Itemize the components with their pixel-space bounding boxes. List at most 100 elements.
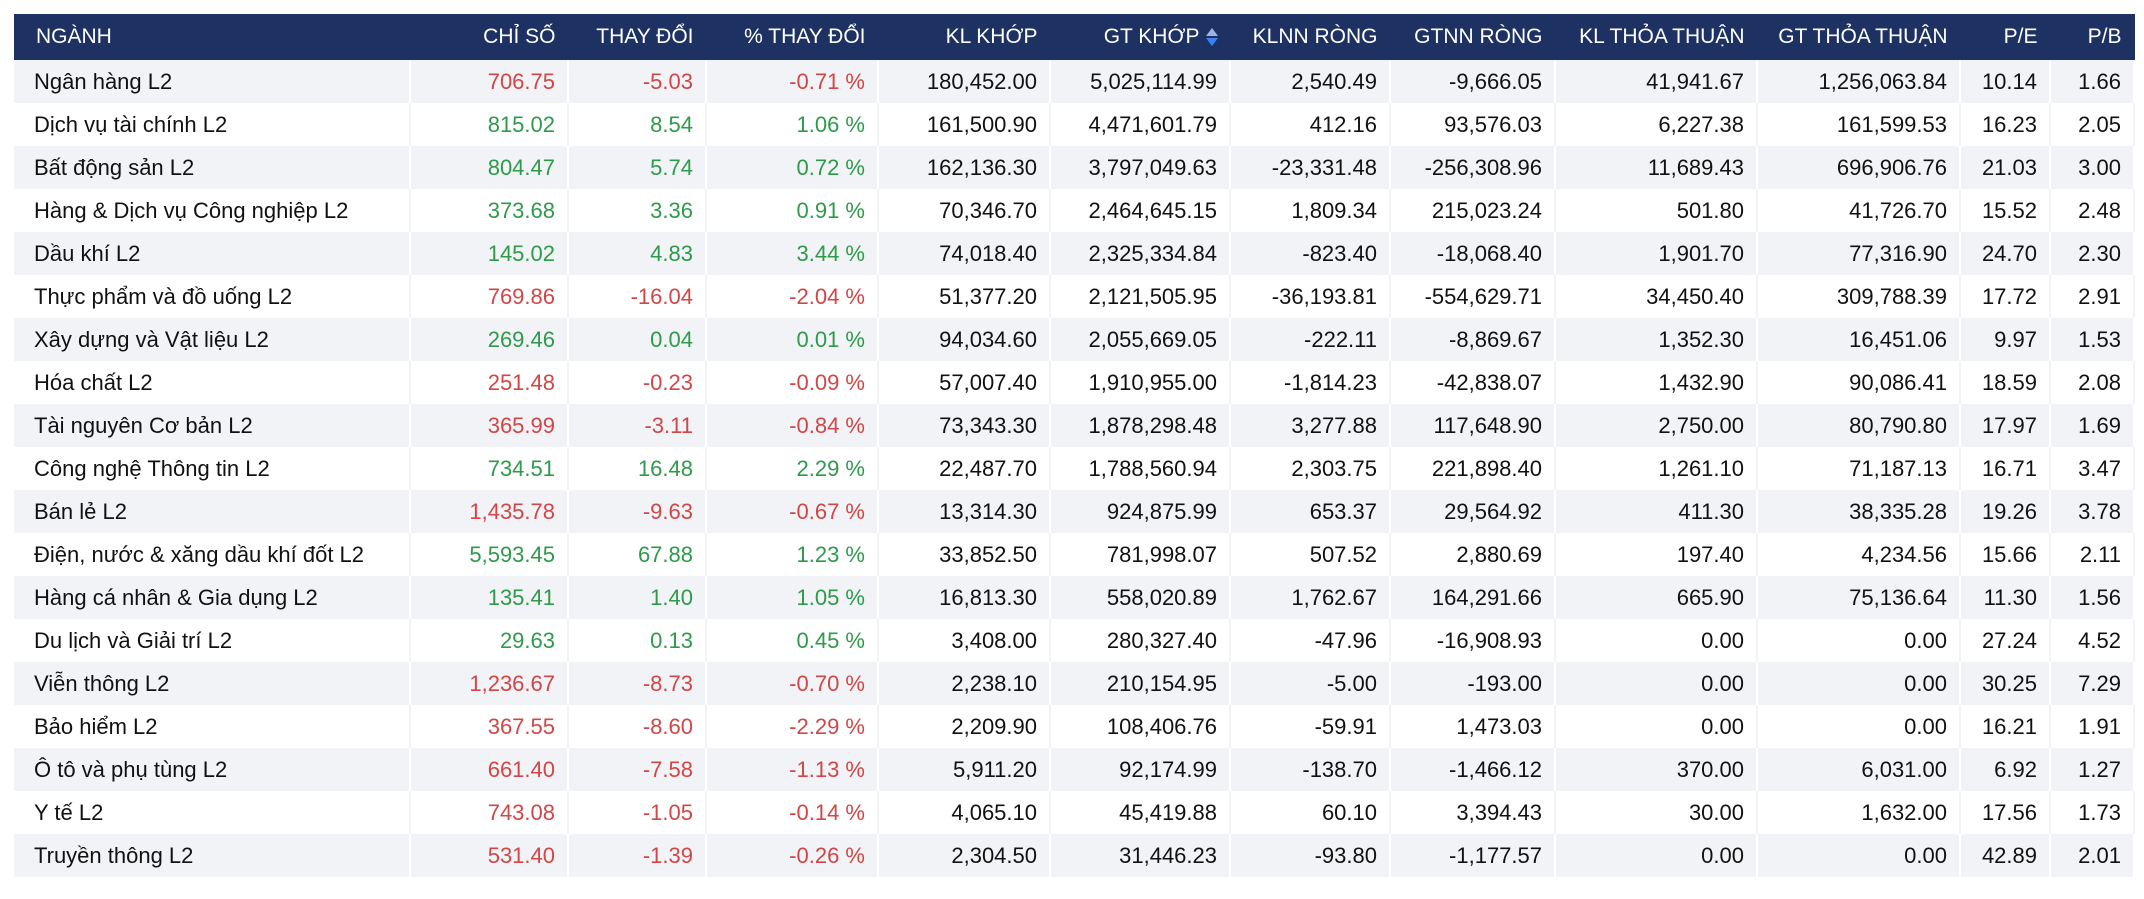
cell-gt-khop: 781,998.07 xyxy=(1050,533,1231,576)
header-chi-so[interactable]: CHỈ SỐ xyxy=(410,14,569,60)
cell-gtnn-rong: -1,177.57 xyxy=(1390,834,1556,877)
cell-pe: 15.66 xyxy=(1960,533,2051,576)
cell-kl-khop: 161,500.90 xyxy=(878,103,1051,146)
cell-kl-thoa-thuan: 501.80 xyxy=(1555,189,1758,232)
cell-nganh[interactable]: Xây dựng và Vật liệu L2 xyxy=(14,318,411,361)
table-row[interactable]: Hóa chất L2 251.48 -0.23 -0.09 % 57,007.40 1,… xyxy=(14,361,2135,404)
cell-kl-khop: 57,007.40 xyxy=(878,361,1051,404)
cell-kl-thoa-thuan: 34,450.40 xyxy=(1555,275,1758,318)
table-row[interactable]: Công nghệ Thông tin L2 734.51 16.48 2.29 % 2… xyxy=(14,447,2135,490)
cell-gtnn-rong: 93,576.03 xyxy=(1390,103,1556,146)
table-row[interactable]: Bán lẻ L2 1,435.78 -9.63 -0.67 % 13,314.30 92… xyxy=(14,490,2135,533)
header-nganh[interactable]: NGÀNH xyxy=(14,14,411,60)
table-row[interactable]: Hàng cá nhân & Gia dụng L2 135.41 1.40 1.05… xyxy=(14,576,2135,619)
cell-gtnn-rong: 2,880.69 xyxy=(1390,533,1556,576)
cell-gt-khop: 280,327.40 xyxy=(1050,619,1231,662)
cell-gt-khop: 2,464,645.15 xyxy=(1050,189,1231,232)
table-row[interactable]: Y tế L2 743.08 -1.05 -0.14 % 4,065.10 45,419.… xyxy=(14,791,2135,834)
cell-nganh[interactable]: Thực phẩm và đồ uống L2 xyxy=(14,275,411,318)
header-pct-thay-doi[interactable]: % THAY ĐỔI xyxy=(706,14,879,60)
header-row: NGÀNH CHỈ SỐ THAY ĐỔI % THAY ĐỔI KL KHỚP… xyxy=(14,14,2135,60)
cell-gt-thoa-thuan: 38,335.28 xyxy=(1757,490,1961,533)
sort-icon[interactable] xyxy=(1205,27,1218,47)
cell-nganh[interactable]: Hàng cá nhân & Gia dụng L2 xyxy=(14,576,411,619)
header-gt-thoa-thuan[interactable]: GT THỎA THUẬN xyxy=(1757,14,1961,60)
cell-pe: 30.25 xyxy=(1960,662,2051,705)
cell-nganh[interactable]: Dịch vụ tài chính L2 xyxy=(14,103,411,146)
cell-kl-thoa-thuan: 0.00 xyxy=(1555,662,1758,705)
table-row[interactable]: Truyền thông L2 531.40 -1.39 -0.26 % 2,304.5… xyxy=(14,834,2135,877)
table-row[interactable]: Bất động sản L2 804.47 5.74 0.72 % 162,136.3… xyxy=(14,146,2135,189)
cell-pb: 2.11 xyxy=(2050,533,2135,576)
cell-nganh[interactable]: Hàng & Dịch vụ Công nghiệp L2 xyxy=(14,189,411,232)
cell-thay-doi: -5.03 xyxy=(568,60,707,103)
table-row[interactable]: Du lịch và Giải trí L2 29.63 0.13 0.45 % 3,4… xyxy=(14,619,2135,662)
table-row[interactable]: Xây dựng và Vật liệu L2 269.46 0.04 0.01 % 9… xyxy=(14,318,2135,361)
cell-gtnn-rong: -193.00 xyxy=(1390,662,1556,705)
cell-klnn-rong: -1,814.23 xyxy=(1230,361,1391,404)
header-thay-doi[interactable]: THAY ĐỔI xyxy=(568,14,707,60)
cell-pe: 16.71 xyxy=(1960,447,2051,490)
cell-nganh[interactable]: Ngân hàng L2 xyxy=(14,60,411,103)
cell-nganh[interactable]: Du lịch và Giải trí L2 xyxy=(14,619,411,662)
cell-klnn-rong: 1,809.34 xyxy=(1230,189,1391,232)
cell-nganh[interactable]: Ô tô và phụ tùng L2 xyxy=(14,748,411,791)
table-row[interactable]: Dầu khí L2 145.02 4.83 3.44 % 74,018.40 2,325… xyxy=(14,232,2135,275)
cell-gt-khop: 3,797,049.63 xyxy=(1050,146,1231,189)
cell-chi-so: 135.41 xyxy=(410,576,569,619)
cell-pct-thay-doi: 1.05 % xyxy=(706,576,879,619)
cell-nganh[interactable]: Điện, nước & xăng dầu khí đốt L2 xyxy=(14,533,411,576)
cell-klnn-rong: 412.16 xyxy=(1230,103,1391,146)
cell-thay-doi: 0.04 xyxy=(568,318,707,361)
cell-thay-doi: 3.36 xyxy=(568,189,707,232)
cell-gtnn-rong: -16,908.93 xyxy=(1390,619,1556,662)
cell-nganh[interactable]: Bất động sản L2 xyxy=(14,146,411,189)
header-kl-khop[interactable]: KL KHỚP xyxy=(878,14,1051,60)
cell-klnn-rong: -138.70 xyxy=(1230,748,1391,791)
table-row[interactable]: Hàng & Dịch vụ Công nghiệp L2 373.68 3.36 0… xyxy=(14,189,2135,232)
cell-pb: 1.69 xyxy=(2050,404,2135,447)
cell-nganh[interactable]: Công nghệ Thông tin L2 xyxy=(14,447,411,490)
cell-nganh[interactable]: Bảo hiểm L2 xyxy=(14,705,411,748)
cell-kl-thoa-thuan: 11,689.43 xyxy=(1555,146,1758,189)
cell-pct-thay-doi: -0.67 % xyxy=(706,490,879,533)
header-klnn-rong[interactable]: KLNN RÒNG xyxy=(1230,14,1391,60)
cell-chi-so: 251.48 xyxy=(410,361,569,404)
table-row[interactable]: Dịch vụ tài chính L2 815.02 8.54 1.06 % 161,… xyxy=(14,103,2135,146)
cell-nganh[interactable]: Bán lẻ L2 xyxy=(14,490,411,533)
cell-nganh[interactable]: Truyền thông L2 xyxy=(14,834,411,877)
cell-thay-doi: 5.74 xyxy=(568,146,707,189)
cell-kl-khop: 22,487.70 xyxy=(878,447,1051,490)
table-row[interactable]: Viễn thông L2 1,236.67 -8.73 -0.70 % 2,238.1… xyxy=(14,662,2135,705)
table-row[interactable]: Ô tô và phụ tùng L2 661.40 -7.58 -1.13 % 5,9… xyxy=(14,748,2135,791)
cell-kl-thoa-thuan: 0.00 xyxy=(1555,834,1758,877)
header-gt-khop[interactable]: GT KHỚP xyxy=(1050,14,1231,60)
table-row[interactable]: Tài nguyên Cơ bản L2 365.99 -3.11 -0.84 % 73… xyxy=(14,404,2135,447)
cell-pb: 1.66 xyxy=(2050,60,2135,103)
cell-nganh[interactable]: Dầu khí L2 xyxy=(14,232,411,275)
cell-nganh[interactable]: Tài nguyên Cơ bản L2 xyxy=(14,404,411,447)
cell-nganh[interactable]: Viễn thông L2 xyxy=(14,662,411,705)
cell-klnn-rong: 507.52 xyxy=(1230,533,1391,576)
cell-pb: 2.01 xyxy=(2050,834,2135,877)
header-pb[interactable]: P/B xyxy=(2050,14,2135,60)
header-pe[interactable]: P/E xyxy=(1960,14,2051,60)
cell-klnn-rong: 1,762.67 xyxy=(1230,576,1391,619)
header-gtnn-rong[interactable]: GTNN RÒNG xyxy=(1390,14,1556,60)
cell-nganh[interactable]: Hóa chất L2 xyxy=(14,361,411,404)
cell-nganh[interactable]: Y tế L2 xyxy=(14,791,411,834)
cell-gt-thoa-thuan: 75,136.64 xyxy=(1757,576,1961,619)
table-row[interactable]: Thực phẩm và đồ uống L2 769.86 -16.04 -2.04… xyxy=(14,275,2135,318)
cell-gt-khop: 558,020.89 xyxy=(1050,576,1231,619)
table-row[interactable]: Điện, nước & xăng dầu khí đốt L2 5,593.45… xyxy=(14,533,2135,576)
header-kl-thoa-thuan[interactable]: KL THỎA THUẬN xyxy=(1555,14,1758,60)
cell-pe: 17.72 xyxy=(1960,275,2051,318)
cell-pb: 1.56 xyxy=(2050,576,2135,619)
cell-pct-thay-doi: -0.14 % xyxy=(706,791,879,834)
table-row[interactable]: Bảo hiểm L2 367.55 -8.60 -2.29 % 2,209.90 108… xyxy=(14,705,2135,748)
cell-gt-thoa-thuan: 41,726.70 xyxy=(1757,189,1961,232)
table-row[interactable]: Ngân hàng L2 706.75 -5.03 -0.71 % 180,452.00… xyxy=(14,60,2135,103)
cell-pb: 3.78 xyxy=(2050,490,2135,533)
cell-chi-so: 734.51 xyxy=(410,447,569,490)
cell-gt-khop: 31,446.23 xyxy=(1050,834,1231,877)
